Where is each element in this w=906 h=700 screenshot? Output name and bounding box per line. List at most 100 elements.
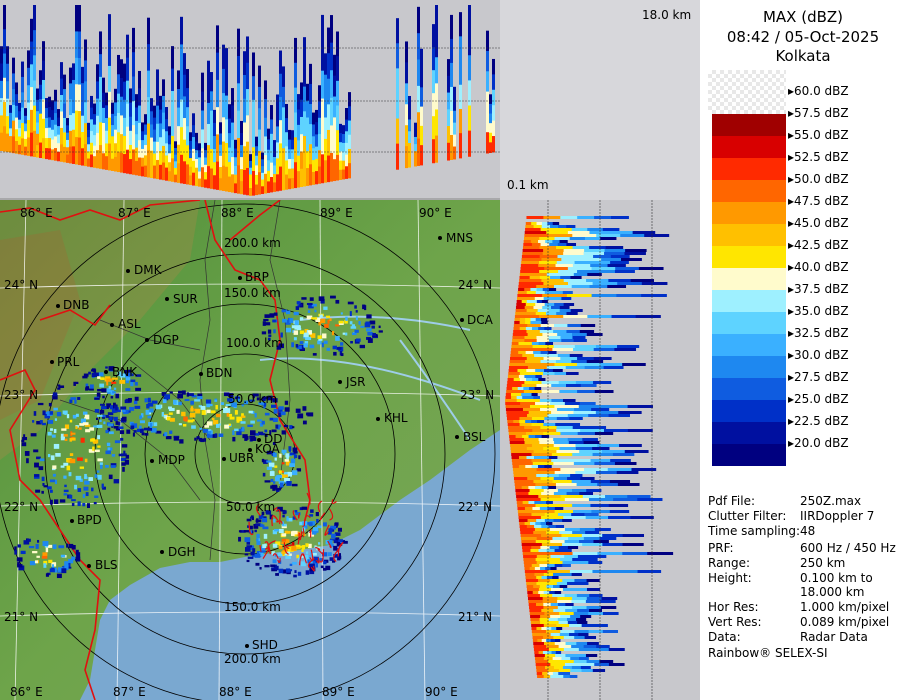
top-profile-cell bbox=[333, 159, 336, 182]
station-dot bbox=[257, 438, 261, 442]
station-label: UBR bbox=[229, 451, 255, 465]
echo-cell bbox=[130, 379, 136, 383]
echo-cell bbox=[79, 478, 83, 482]
side-profile-cell bbox=[559, 309, 572, 312]
echo-cell bbox=[269, 471, 275, 476]
scale-swatch bbox=[712, 246, 786, 268]
side-profile-cell bbox=[589, 231, 613, 234]
station-dot bbox=[126, 269, 130, 273]
top-profile-cell bbox=[210, 91, 213, 112]
echo-cell bbox=[41, 555, 48, 559]
side-profile-cell bbox=[529, 567, 536, 570]
top-profile-cell bbox=[396, 143, 399, 170]
echo-cell bbox=[99, 462, 103, 465]
top-profile-cell bbox=[21, 107, 24, 125]
side-profile-cell bbox=[572, 234, 598, 237]
echo-cell bbox=[266, 460, 272, 463]
echo-cell bbox=[32, 420, 35, 423]
top-profile-cell bbox=[9, 105, 12, 114]
echo-cell bbox=[47, 486, 52, 490]
echo-cell bbox=[32, 551, 38, 554]
top-profile-cell bbox=[285, 118, 288, 134]
top-profile-cell bbox=[99, 122, 102, 147]
top-profile-cell bbox=[345, 154, 348, 168]
echo-cell bbox=[108, 474, 113, 480]
side-profile-cell bbox=[522, 396, 529, 399]
top-profile-cell bbox=[39, 70, 42, 86]
side-profile-cell bbox=[543, 249, 565, 252]
side-profile-cell bbox=[528, 501, 536, 504]
top-profile-cell bbox=[450, 38, 453, 64]
top-profile-cell bbox=[12, 120, 15, 138]
clutter-contour bbox=[328, 508, 334, 521]
side-profile-cell bbox=[510, 450, 535, 453]
radar-map[interactable]: 86° E 87° E 88° E 89° E 90° E 86° E 87° … bbox=[0, 200, 500, 700]
echo-cell bbox=[298, 455, 301, 460]
side-profile-cell bbox=[553, 345, 576, 348]
side-profile-cell bbox=[553, 519, 564, 522]
echo-cell bbox=[140, 413, 144, 418]
top-profile-cell bbox=[93, 103, 96, 116]
side-profile-cell bbox=[508, 369, 519, 372]
echo-cell bbox=[322, 522, 327, 527]
side-profile-cell bbox=[622, 543, 644, 546]
side-profile-cell bbox=[586, 588, 600, 591]
side-profile-cell bbox=[537, 639, 543, 642]
side-profile-cell bbox=[527, 519, 538, 522]
echo-cell bbox=[125, 373, 130, 379]
top-profile-cell bbox=[84, 39, 87, 62]
echo-cell bbox=[91, 368, 96, 372]
side-profile-cell bbox=[555, 651, 562, 654]
side-profile-cell bbox=[527, 396, 535, 399]
echo-cell bbox=[330, 295, 336, 299]
top-profile-cell bbox=[63, 146, 66, 163]
side-profile-cell bbox=[527, 591, 534, 594]
side-profile-cell bbox=[517, 291, 528, 294]
top-profile-cell bbox=[162, 162, 165, 181]
top-profile-cell bbox=[264, 173, 267, 194]
echo-cell bbox=[130, 425, 135, 430]
echo-cell bbox=[281, 309, 287, 313]
side-profile-cell bbox=[526, 309, 539, 312]
side-profile-cell bbox=[546, 273, 562, 276]
side-profile-cell bbox=[531, 393, 538, 396]
top-profile-cell bbox=[171, 68, 174, 93]
top-profile-cell bbox=[183, 161, 186, 184]
station-dot bbox=[248, 448, 252, 452]
echo-cell bbox=[266, 450, 273, 455]
top-profile-cell bbox=[129, 102, 132, 118]
echo-cell bbox=[214, 433, 218, 438]
side-profile-cell bbox=[542, 372, 556, 375]
echo-cell bbox=[378, 325, 381, 329]
top-profile-cell bbox=[225, 119, 228, 145]
echo-cell bbox=[71, 544, 76, 550]
echo-cell bbox=[203, 438, 207, 442]
side-profile-cell bbox=[548, 351, 557, 354]
echo-cell bbox=[277, 552, 283, 557]
top-profile-cell bbox=[99, 145, 102, 169]
echo-cell bbox=[55, 453, 61, 457]
top-profile-cell bbox=[228, 147, 231, 164]
side-profile-cell bbox=[541, 627, 548, 630]
echo-cell bbox=[289, 425, 293, 430]
echo-cell bbox=[52, 394, 58, 400]
top-profile-cell bbox=[66, 147, 69, 156]
echo-cell bbox=[294, 325, 301, 330]
top-profile-cell bbox=[180, 72, 183, 101]
top-profile-cell bbox=[222, 68, 225, 95]
echo-cell bbox=[263, 459, 268, 464]
echo-cell bbox=[329, 538, 336, 541]
echo-cell bbox=[274, 476, 280, 482]
side-profile-cell bbox=[556, 312, 568, 315]
side-profile-cell bbox=[536, 576, 543, 579]
top-profile-cell bbox=[408, 131, 411, 145]
side-profile-cell bbox=[507, 381, 526, 384]
top-profile-cell bbox=[114, 129, 117, 145]
station-label: KHL bbox=[384, 411, 408, 425]
side-profile-cell bbox=[625, 249, 647, 252]
side-profile-cell bbox=[525, 360, 542, 363]
echo-cell bbox=[97, 376, 101, 379]
top-profile-cell bbox=[312, 112, 315, 126]
echo-cell bbox=[17, 564, 23, 568]
side-profile-cell bbox=[540, 621, 551, 624]
